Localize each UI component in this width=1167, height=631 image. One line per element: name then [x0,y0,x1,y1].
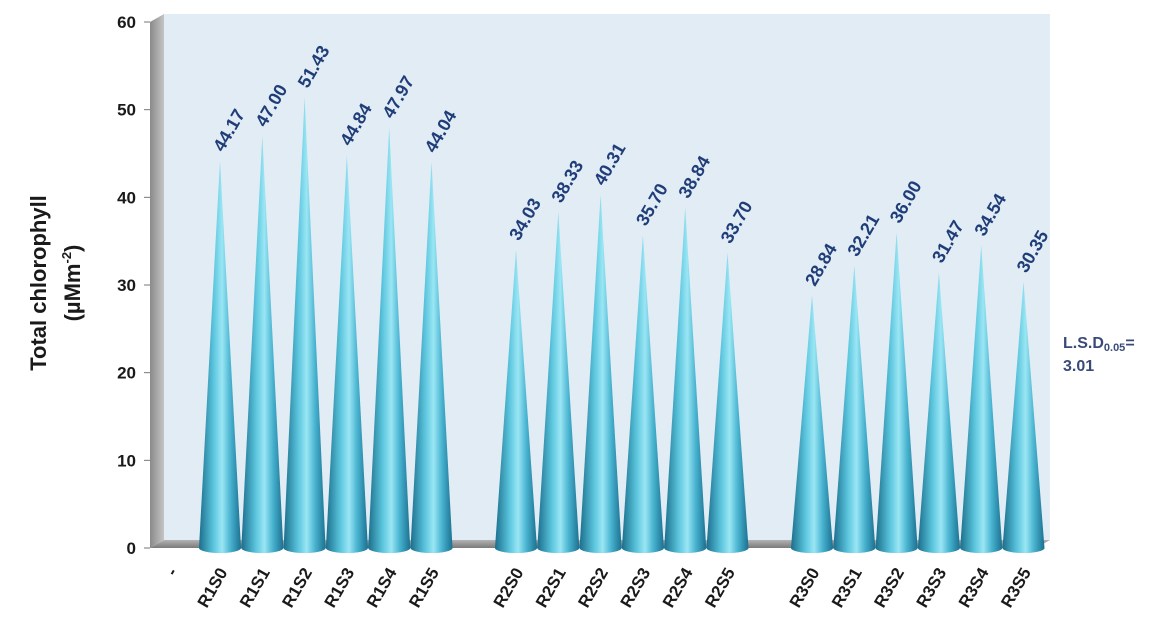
x-category-label: R2S4 [659,564,697,611]
category-labels: - R1S0 R1S1 R1S2 R1S3 R1S4 R1S5 R2S0 R2S1 R2S2 R2S… [162,564,1035,611]
cone-bar [283,97,326,553]
y-tick-label: 40 [117,188,136,207]
side-wall [150,14,164,548]
cone-bar [199,160,241,553]
y-axis-title: Total chlorophyll (µMm-2) [26,195,85,371]
cone-bar [706,252,749,553]
lsd-equals: = [1125,335,1135,352]
x-category-label: R2S3 [617,565,655,611]
lsd-annotation: L.S.D0.05= 3.01 [1063,333,1163,378]
x-category-label: R3S1 [828,565,866,611]
cone-bar [833,265,876,553]
cone-bar [960,245,1003,553]
x-leading-label: - [162,565,181,579]
cone-bar [495,249,537,553]
x-category-label: R1S3 [321,565,359,611]
cone-bar [1002,281,1045,553]
y-tick-label: 60 [117,13,136,32]
y-tick-label: 20 [117,364,136,383]
cone-bar [917,272,960,553]
x-category-label: R3S3 [913,565,951,611]
x-category-label: R1S4 [363,564,401,611]
x-category-label: R1S2 [278,565,316,611]
cone-bar [537,211,580,553]
x-category-label: R3S5 [997,565,1035,611]
y-tick-label: 50 [117,101,136,120]
x-category-label: R3S0 [786,565,824,611]
x-category-label: R1S0 [194,565,232,611]
x-category-label: R2S0 [490,565,528,611]
y-axis-title-line1: Total chlorophyll [26,195,51,371]
x-category-label: R2S5 [701,565,739,611]
y-tick-label: 10 [117,451,136,470]
cone-bar [664,207,707,553]
x-category-label: R1S5 [405,565,443,611]
cone-bar [410,161,453,553]
cone-bar [325,154,368,553]
cone-bar [241,135,284,553]
lsd-subscript: 0.05 [1103,342,1126,354]
lsd-prefix: L.S.D [1063,335,1104,352]
x-category-label: R3S2 [870,565,908,611]
y-tick-label: 0 [127,539,136,558]
cone-bars [199,97,1045,553]
x-category-label: R1S1 [236,565,274,611]
cone-bar [579,194,622,553]
y-axis-ticks: 0 10 20 30 40 50 60 [117,13,150,558]
lsd-value: 3.01 [1063,358,1095,375]
cone-bar [875,232,918,553]
cone-bar [791,295,833,553]
y-tick-label: 30 [117,276,136,295]
cone-bar [621,235,664,553]
x-category-label: R3S4 [955,564,993,611]
cone-bar [368,127,411,553]
x-category-label: R2S2 [574,565,612,611]
y-axis-unit: (µMm-2) [59,245,85,322]
x-category-label: R2S1 [532,565,570,611]
